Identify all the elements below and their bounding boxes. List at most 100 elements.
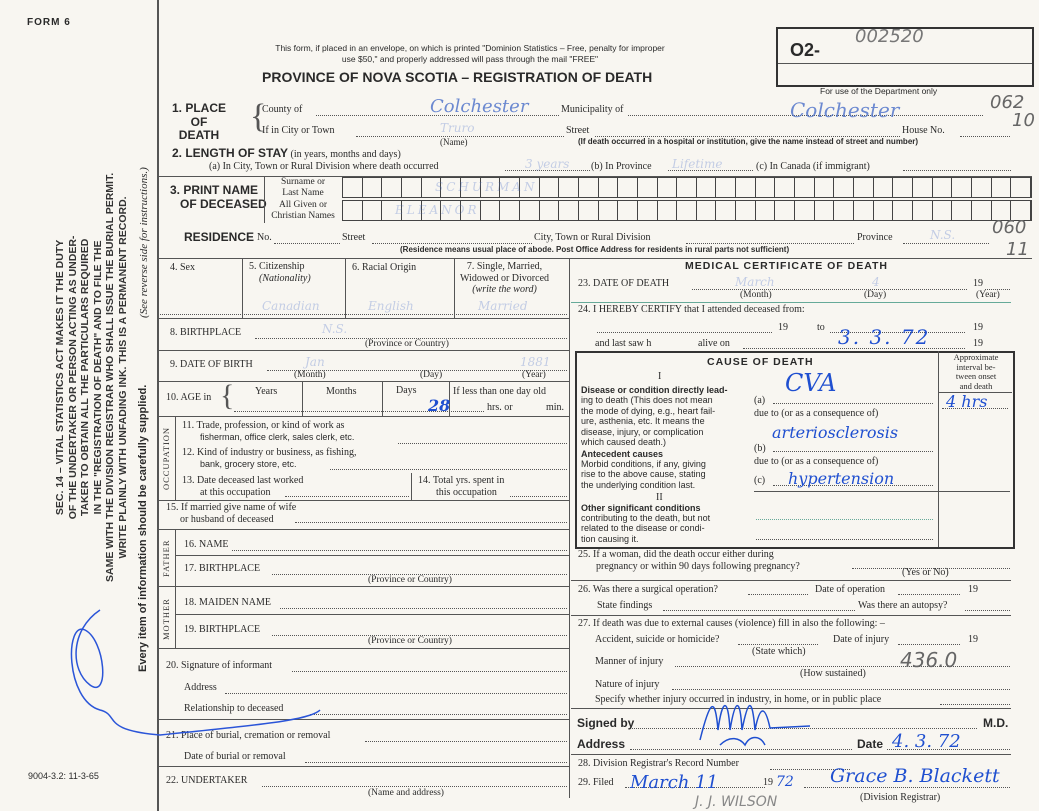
- letter-box[interactable]: [677, 201, 697, 220]
- informant-address-field[interactable]: [225, 693, 567, 694]
- other-field[interactable]: [756, 539, 933, 540]
- letter-box[interactable]: [461, 201, 481, 220]
- letter-box[interactable]: [736, 201, 756, 220]
- letter-box[interactable]: [599, 178, 619, 197]
- age-field[interactable]: [234, 411, 484, 412]
- letter-box[interactable]: [520, 178, 540, 197]
- letter-box[interactable]: [1011, 201, 1031, 220]
- record-field[interactable]: [770, 769, 850, 770]
- surgery-field[interactable]: [748, 594, 808, 595]
- cause-a-field[interactable]: [773, 403, 933, 404]
- last-saw-field[interactable]: [743, 348, 965, 349]
- letter-box[interactable]: [422, 201, 442, 220]
- letter-box[interactable]: [697, 178, 717, 197]
- letter-box[interactable]: [815, 178, 835, 197]
- letter-box[interactable]: [972, 201, 992, 220]
- signed-date-field[interactable]: [887, 749, 1010, 750]
- letter-box[interactable]: [658, 201, 678, 220]
- letter-box[interactable]: [1011, 178, 1031, 197]
- letter-box[interactable]: [992, 178, 1012, 197]
- surname-grid[interactable]: [342, 177, 1032, 198]
- letter-box[interactable]: [756, 178, 776, 197]
- letter-box[interactable]: [775, 201, 796, 220]
- city-field[interactable]: [356, 136, 564, 137]
- stay-c-field[interactable]: [903, 170, 1011, 171]
- burial-field[interactable]: [365, 741, 567, 742]
- letter-box[interactable]: [893, 178, 914, 197]
- injury-date-field[interactable]: [898, 644, 960, 645]
- letter-box[interactable]: [795, 178, 815, 197]
- letter-box[interactable]: [756, 201, 776, 220]
- letter-box[interactable]: [874, 201, 894, 220]
- stay-a-field[interactable]: [505, 170, 590, 171]
- informant-field[interactable]: [292, 671, 567, 672]
- letter-box[interactable]: [933, 178, 953, 197]
- spouse-field[interactable]: [295, 522, 567, 523]
- res-no-field[interactable]: [274, 243, 340, 244]
- nature-field[interactable]: [672, 689, 1010, 690]
- house-field[interactable]: [960, 136, 1010, 137]
- birthplace-field[interactable]: [255, 338, 567, 339]
- letter-box[interactable]: [481, 178, 501, 197]
- manner-field[interactable]: [675, 666, 1010, 667]
- signed-field[interactable]: [632, 728, 977, 729]
- interval-a-field[interactable]: [942, 408, 1008, 409]
- letter-box[interactable]: [697, 201, 717, 220]
- row-field[interactable]: [160, 314, 567, 315]
- letter-box[interactable]: [520, 201, 540, 220]
- relationship-field[interactable]: [310, 714, 567, 715]
- letter-box[interactable]: [540, 201, 560, 220]
- letter-box[interactable]: [500, 201, 520, 220]
- pregnancy-field[interactable]: [852, 568, 1010, 569]
- letter-box[interactable]: [382, 201, 402, 220]
- letter-box[interactable]: [441, 201, 461, 220]
- registrar-field[interactable]: [804, 787, 1010, 788]
- letter-box[interactable]: [500, 178, 520, 197]
- letter-box[interactable]: [402, 178, 422, 197]
- cause-b-field[interactable]: [773, 451, 933, 452]
- letter-box[interactable]: [579, 178, 599, 197]
- accident-field[interactable]: [738, 644, 818, 645]
- letter-box[interactable]: [775, 178, 796, 197]
- cause-c-field[interactable]: [773, 485, 933, 486]
- father-name-field[interactable]: [232, 550, 567, 551]
- letter-box[interactable]: [952, 178, 972, 197]
- letter-box[interactable]: [461, 178, 481, 197]
- father-birthplace-field[interactable]: [272, 574, 567, 575]
- letter-box[interactable]: [677, 178, 697, 197]
- letter-box[interactable]: [893, 201, 914, 220]
- res-city-field[interactable]: [686, 243, 854, 244]
- letter-box[interactable]: [933, 201, 953, 220]
- findings-field[interactable]: [663, 610, 855, 611]
- street-field[interactable]: [595, 136, 900, 137]
- letter-box[interactable]: [559, 178, 579, 197]
- letter-box[interactable]: [343, 201, 363, 220]
- letter-box[interactable]: [599, 201, 619, 220]
- industry-field[interactable]: [330, 469, 567, 470]
- letter-box[interactable]: [716, 201, 737, 220]
- letter-box[interactable]: [992, 201, 1012, 220]
- letter-box[interactable]: [913, 201, 933, 220]
- specify-field[interactable]: [940, 704, 1010, 705]
- res-province-field[interactable]: [903, 243, 989, 244]
- filed-field[interactable]: [625, 787, 765, 788]
- last-worked-field[interactable]: [285, 496, 409, 497]
- other-field[interactable]: [756, 519, 933, 520]
- letter-box[interactable]: [559, 201, 579, 220]
- letter-box[interactable]: [913, 178, 933, 197]
- undertaker-field[interactable]: [262, 786, 567, 787]
- letter-box[interactable]: [618, 201, 638, 220]
- total-yrs-field[interactable]: [510, 496, 567, 497]
- letter-box[interactable]: [874, 178, 894, 197]
- physician-address-field[interactable]: [630, 749, 852, 750]
- trade-field[interactable]: [398, 443, 567, 444]
- letter-box[interactable]: [540, 178, 560, 197]
- letter-box[interactable]: [834, 178, 855, 197]
- letter-box[interactable]: [658, 178, 678, 197]
- letter-box[interactable]: [363, 178, 383, 197]
- letter-box[interactable]: [815, 201, 835, 220]
- attended-to-field[interactable]: [830, 332, 965, 333]
- letter-box[interactable]: [716, 178, 737, 197]
- autopsy-field[interactable]: [965, 610, 1010, 611]
- letter-box[interactable]: [795, 201, 815, 220]
